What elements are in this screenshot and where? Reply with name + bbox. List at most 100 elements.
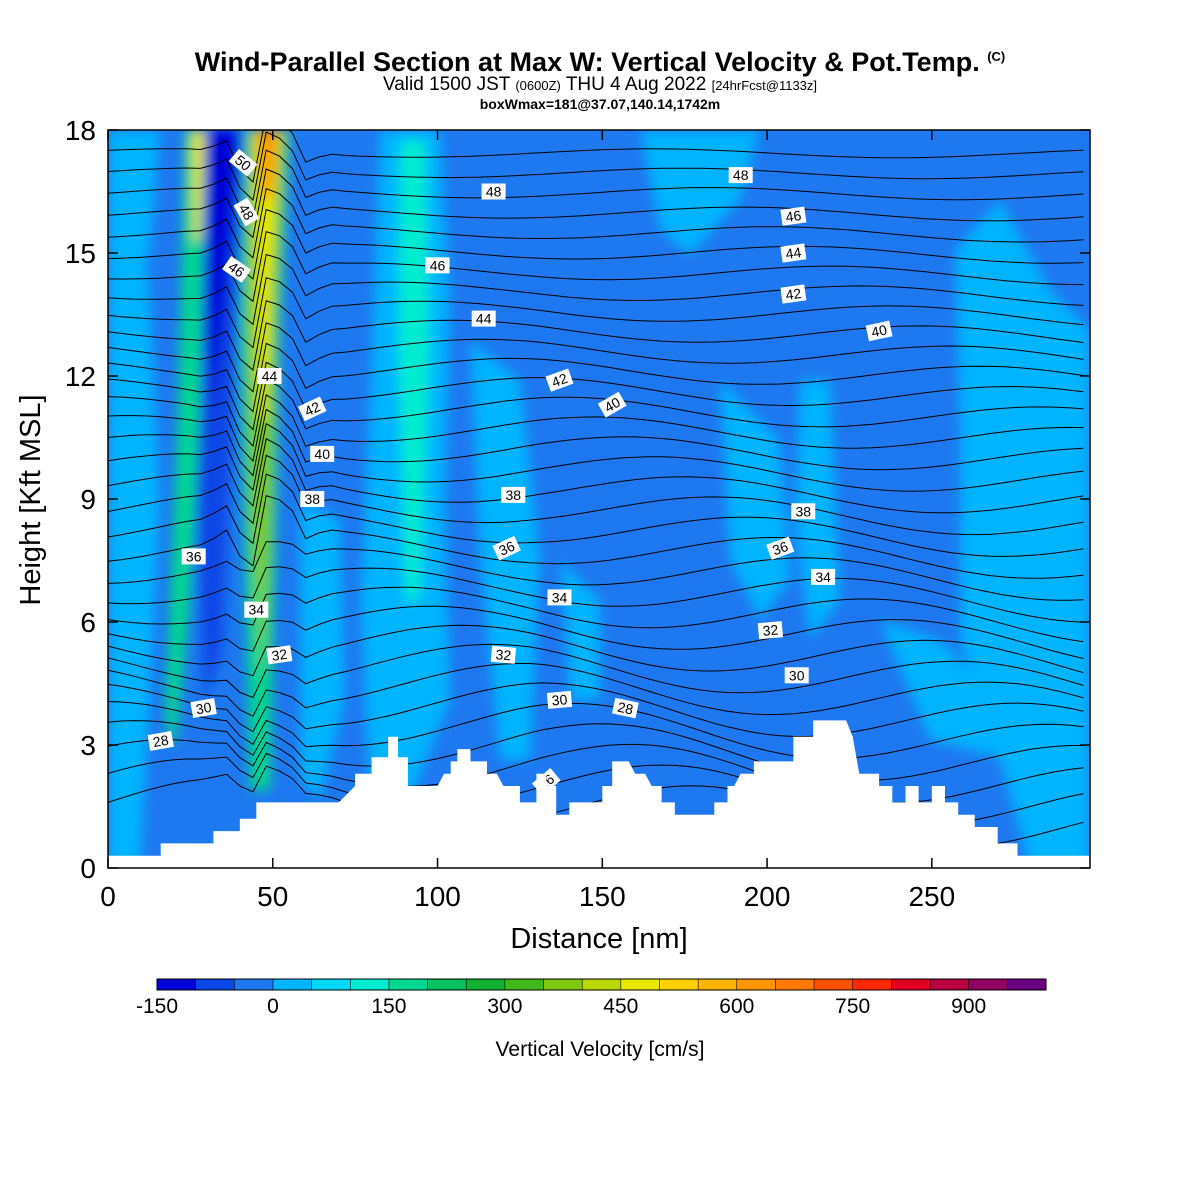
valid-time-line: Valid 1500 JST (0600Z) THU 4 Aug 2022 [2…: [0, 75, 1200, 96]
contour-label-box: [780, 284, 807, 304]
contour-label-text: 44: [476, 311, 492, 327]
contour-label-box: [811, 568, 836, 585]
contour-label-box: [190, 698, 217, 719]
vertical-velocity-field: [108, 130, 1090, 868]
contour-label-box: [501, 486, 526, 503]
theta-contour-label: 32: [266, 645, 293, 665]
contour-label-box: [490, 645, 517, 664]
valid-date: THU 4 Aug 2022: [565, 74, 707, 95]
contour-label-box: [181, 548, 206, 565]
theta-contour-line: [108, 682, 1084, 738]
theta-contour-line: [108, 495, 1084, 579]
x-axis-label: Distance [nm]: [510, 923, 687, 955]
theta-contour-line: [108, 720, 1084, 782]
colorbar-swatch: [659, 979, 699, 990]
y-axis-label: Height [Kft MSL]: [15, 394, 47, 605]
colorbar-label: Vertical Velocity [cm/s]: [496, 1038, 705, 1061]
theta-contour-label: 40: [310, 445, 335, 462]
contour-label-text: 40: [601, 394, 623, 416]
field-cell: [300, 500, 345, 800]
theta-contour-label: 34: [811, 568, 836, 585]
theta-contour-label: 46: [222, 255, 251, 283]
theta-contour-label: 46: [780, 206, 807, 226]
theta-contour-labels: 2628283030303232323434343636363838384040…: [147, 148, 893, 796]
colorbar-swatch: [1007, 979, 1047, 990]
theta-contour-line: [108, 300, 1084, 372]
colorbar-tick-label: 600: [719, 995, 754, 1018]
contour-label-box: [780, 243, 807, 263]
colorbar-swatch: [775, 979, 815, 990]
theta-contour-line: [108, 188, 1084, 259]
theta-contour-label: 36: [492, 535, 521, 561]
field-cell: [880, 620, 1020, 760]
contour-label-box: [147, 730, 174, 751]
contour-label-box: [865, 320, 893, 342]
colorbar-swatch: [543, 979, 583, 990]
contour-label-text: 48: [236, 201, 258, 223]
theta-contour-line: [108, 130, 1084, 183]
contour-label-box: [791, 503, 816, 520]
x-tick-label: 200: [744, 881, 791, 912]
colorbar-tick-label: -150: [136, 995, 178, 1018]
colorbar-swatch: [582, 979, 622, 990]
field-cell: [640, 130, 760, 255]
contour-label-text: 40: [314, 446, 330, 462]
contour-label-text: 32: [271, 646, 289, 664]
contour-label-text: 40: [870, 321, 889, 340]
contour-label-text: 42: [549, 370, 569, 390]
contour-label-text: 30: [789, 667, 805, 683]
theta-contour-label: 46: [425, 257, 450, 274]
contour-label-text: 28: [152, 732, 170, 750]
theta-contour-line: [108, 541, 1084, 601]
contour-label-text: 36: [770, 538, 790, 558]
contour-label-text: 32: [762, 622, 779, 639]
contour-label-box: [257, 368, 282, 384]
theta-contour-line: [108, 408, 1084, 477]
chart-title: Wind-Parallel Section at Max W: Vertical…: [0, 42, 1200, 77]
contour-label-box: [492, 535, 521, 561]
colorbar-swatch: [195, 979, 235, 990]
theta-contour-label: 32: [490, 645, 517, 664]
colorbar-swatch: [852, 979, 892, 990]
forecast-info: [24hrFcst@1133z]: [711, 78, 818, 93]
theta-contour-label: 42: [545, 368, 574, 392]
theta-contour-line: [108, 361, 1084, 431]
theta-contour-label: 30: [190, 698, 217, 719]
contour-label-text: 28: [616, 699, 635, 718]
theta-contour-lines: [108, 130, 1084, 848]
contour-label-text: 34: [249, 602, 265, 618]
theta-contour-line: [108, 566, 1084, 623]
theta-contour-line: [108, 230, 1084, 303]
colorbar-swatch: [157, 979, 197, 990]
colorbar-tick-label: 150: [371, 995, 406, 1018]
theta-contour-line: [108, 253, 1084, 326]
theta-contour-line: [108, 663, 1084, 717]
colorbar-swatch: [698, 979, 738, 990]
theta-contour-label: 40: [865, 320, 893, 342]
x-axis: 0 50 100 150 200 250: [100, 130, 955, 912]
contour-label-box: [244, 601, 269, 618]
theta-contour-label: 42: [298, 396, 327, 422]
colorbar-swatch: [814, 979, 854, 990]
colorbar-swatch: [350, 979, 390, 990]
x-tick-label: 50: [257, 881, 288, 912]
colorbar-tick-label: 450: [603, 995, 638, 1018]
theta-contour-label: 38: [501, 486, 526, 503]
theta-contour-label: 38: [791, 503, 816, 520]
colorbar-swatch: [968, 979, 1008, 990]
theta-contour-line: [108, 739, 1084, 804]
theta-contour-line: [108, 168, 1084, 239]
theta-contour-label: 48: [728, 167, 753, 184]
field-cell: [192, 130, 205, 240]
contour-label-box: [310, 445, 335, 462]
theta-contour-line: [108, 605, 1084, 659]
contour-label-text: 44: [785, 244, 803, 262]
theta-contour-line: [108, 643, 1084, 699]
contour-label-box: [298, 396, 327, 422]
contour-label-text: 48: [486, 184, 502, 200]
theta-contour-line: [108, 131, 1084, 201]
chart-title-text: Wind-Parallel Section at Max W: Vertical…: [194, 47, 980, 77]
theta-contour-line: [108, 394, 1084, 463]
contour-label-text: 36: [496, 538, 517, 559]
